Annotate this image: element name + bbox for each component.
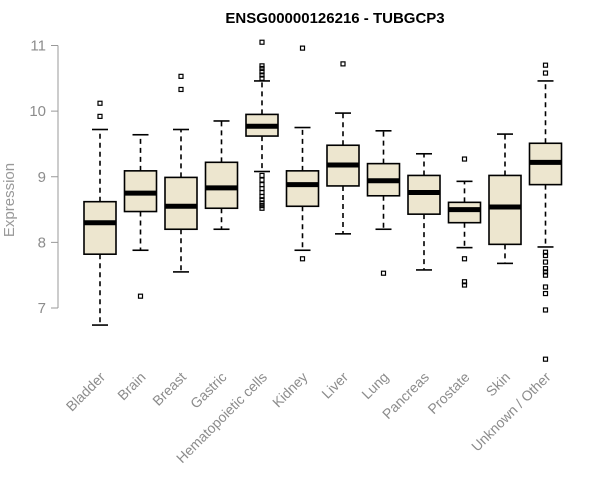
box-iqr	[285, 170, 320, 208]
box-group	[528, 62, 563, 362]
outlier-point	[299, 256, 306, 262]
outlier-point	[259, 72, 265, 78]
outlier-point	[461, 282, 468, 288]
outlier-point	[259, 69, 265, 75]
outlier-point	[259, 75, 265, 81]
outlier-point	[97, 113, 103, 119]
y-tick-label: 9	[38, 169, 46, 186]
boxes-layer	[83, 39, 563, 362]
outlier-point	[380, 270, 387, 276]
outlier-point	[340, 61, 346, 67]
box-group	[488, 133, 522, 265]
outlier-point	[259, 65, 265, 72]
outlier-point	[259, 197, 265, 203]
outlier-point	[542, 266, 549, 272]
box-iqr	[164, 176, 198, 231]
box-group	[447, 156, 482, 288]
y-tick-label: 11	[30, 38, 46, 55]
outlier-point	[542, 272, 549, 278]
outlier-point	[178, 73, 184, 79]
outlier-point	[461, 256, 468, 262]
outlier-point	[461, 156, 468, 162]
box-group	[366, 130, 401, 276]
box-group	[326, 61, 360, 235]
box-iqr	[488, 174, 522, 246]
x-tick-label: Prostate	[424, 369, 472, 417]
x-tick-label: Lung	[358, 369, 391, 402]
outlier-point	[542, 259, 549, 265]
y-tick-label: 10	[29, 103, 46, 120]
outlier-point	[542, 62, 549, 68]
outlier-point	[259, 205, 265, 211]
box-iqr	[447, 201, 482, 224]
x-tick-label: Kidney	[269, 369, 311, 411]
x-tick-label: Bladder	[63, 369, 109, 415]
outlier-point	[542, 269, 549, 275]
x-tick-label: Liver	[318, 369, 351, 402]
box-group	[245, 39, 279, 211]
outlier-point	[542, 290, 549, 297]
x-tick-label: Breast	[149, 369, 189, 409]
box-iqr	[83, 200, 117, 255]
outlier-point	[259, 63, 265, 69]
x-tick-label: Skin	[483, 369, 514, 400]
outlier-point	[259, 200, 265, 206]
outlier-point	[137, 293, 144, 299]
outlier-point	[542, 249, 549, 255]
y-axis-label: Expression	[1, 163, 18, 237]
outlier-point	[542, 307, 549, 313]
outlier-point	[299, 45, 306, 51]
outlier-point	[542, 356, 549, 362]
box-group	[164, 73, 198, 273]
outlier-point	[542, 70, 549, 76]
outlier-point	[542, 252, 549, 259]
box-iqr	[204, 161, 239, 210]
chart-title: ENSG00000126216 - TUBGCP3	[225, 10, 444, 27]
outlier-point	[461, 279, 468, 285]
box-group	[407, 152, 441, 271]
outlier-point	[97, 100, 103, 106]
box-group	[123, 133, 158, 299]
outlier-point	[259, 39, 265, 45]
y-tick-label: 7	[38, 300, 46, 317]
outlier-point	[259, 177, 265, 183]
outlier-point	[178, 86, 184, 93]
outlier-point	[542, 284, 549, 290]
y-tick-label: 8	[38, 234, 46, 251]
box-group	[204, 120, 239, 231]
y-axis: 7 8 9 10 11	[29, 38, 59, 317]
x-tick-label: Brain	[114, 369, 148, 403]
outlier-point	[259, 203, 265, 209]
box-group	[285, 45, 320, 262]
box-group	[83, 100, 117, 326]
outlier-point	[259, 172, 265, 179]
